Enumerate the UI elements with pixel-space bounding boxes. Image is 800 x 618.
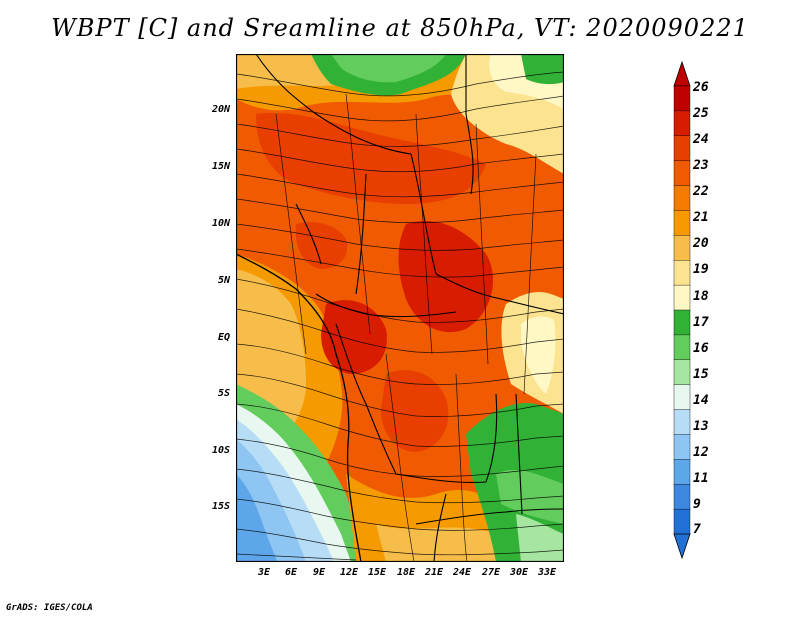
lon-label-3e: 3E <box>257 567 271 578</box>
lon-label-24e: 24E <box>452 567 472 578</box>
grads-credit: GrADS: IGES/COLA <box>6 603 93 613</box>
map-panel <box>236 54 564 562</box>
coastline <box>236 253 362 562</box>
colorbar-swatch <box>673 160 691 187</box>
country-borders <box>255 54 564 562</box>
lat-label-10n: 10N <box>211 218 230 229</box>
colorbar-label-12: 12 <box>693 445 709 460</box>
colorbar-swatch <box>673 459 691 485</box>
colorbar-label-7: 7 <box>693 522 701 537</box>
colorbar-label-26: 26 <box>693 80 709 95</box>
colorbar-label-13: 13 <box>693 419 709 434</box>
colorbar-swatch <box>673 235 691 261</box>
lat-label-15n: 15N <box>211 161 230 172</box>
chart-title: WBPT [C] and Sreamline at 850hPa, VT: 20… <box>51 14 749 42</box>
lat-label-5n: 5N <box>217 275 230 286</box>
colorbar-swatch <box>673 85 691 112</box>
colorbar-swatch <box>673 409 691 436</box>
colorbar-swatch <box>673 508 691 535</box>
lon-label-30e: 30E <box>509 567 529 578</box>
lat-label-10s: 10S <box>211 445 230 456</box>
lon-label-21e: 21E <box>424 567 444 578</box>
colorbar-swatch <box>673 434 691 461</box>
colorbar-label-19: 19 <box>693 262 709 277</box>
colorbar-swatch <box>673 309 691 336</box>
colorbar-label-25: 25 <box>693 106 709 121</box>
lon-label-33e: 33E <box>537 567 557 578</box>
colorbar-label-9: 9 <box>693 497 701 512</box>
map-frame <box>236 54 564 562</box>
colorbar-swatch <box>673 359 691 386</box>
colorbar-swatch <box>673 384 691 411</box>
lon-label-27e: 27E <box>481 567 501 578</box>
colorbar-swatch <box>673 484 691 510</box>
colorbar-swatch <box>673 110 691 137</box>
colorbar-label-23: 23 <box>693 158 709 173</box>
colorbar-label-11: 11 <box>693 471 709 486</box>
lat-label-5s: 5S <box>217 388 230 399</box>
colorbar-label-20: 20 <box>693 236 709 251</box>
colorbar-swatch <box>673 334 691 361</box>
colorbar-label-14: 14 <box>693 393 709 408</box>
colorbar-label-24: 24 <box>693 132 709 147</box>
lon-label-18e: 18E <box>396 567 416 578</box>
colorbar-label-16: 16 <box>693 341 709 356</box>
colorbar-label-21: 21 <box>693 210 709 225</box>
colorbar-swatch <box>673 210 691 237</box>
lon-label-9e: 9E <box>312 567 326 578</box>
lat-label-15s: 15S <box>211 501 230 512</box>
colorbar-label-22: 22 <box>693 184 709 199</box>
lat-label-eq: EQ <box>217 332 230 343</box>
colorbar <box>673 60 691 560</box>
colorbar-swatch <box>673 260 691 286</box>
lat-label-20n: 20N <box>211 104 230 115</box>
colorbar-swatch <box>673 185 691 212</box>
colorbar-label-18: 18 <box>693 289 709 304</box>
lon-label-15e: 15E <box>367 567 387 578</box>
colorbar-label-15: 15 <box>693 367 709 382</box>
colorbar-swatch <box>673 284 691 311</box>
colorbar-label-17: 17 <box>693 315 709 330</box>
streamlines <box>236 71 564 562</box>
colorbar-arrow-top <box>673 60 691 87</box>
colorbar-swatch <box>673 135 691 162</box>
colorbar-arrow-bottom <box>673 533 691 560</box>
lon-label-12e: 12E <box>339 567 359 578</box>
lon-label-6e: 6E <box>284 567 298 578</box>
